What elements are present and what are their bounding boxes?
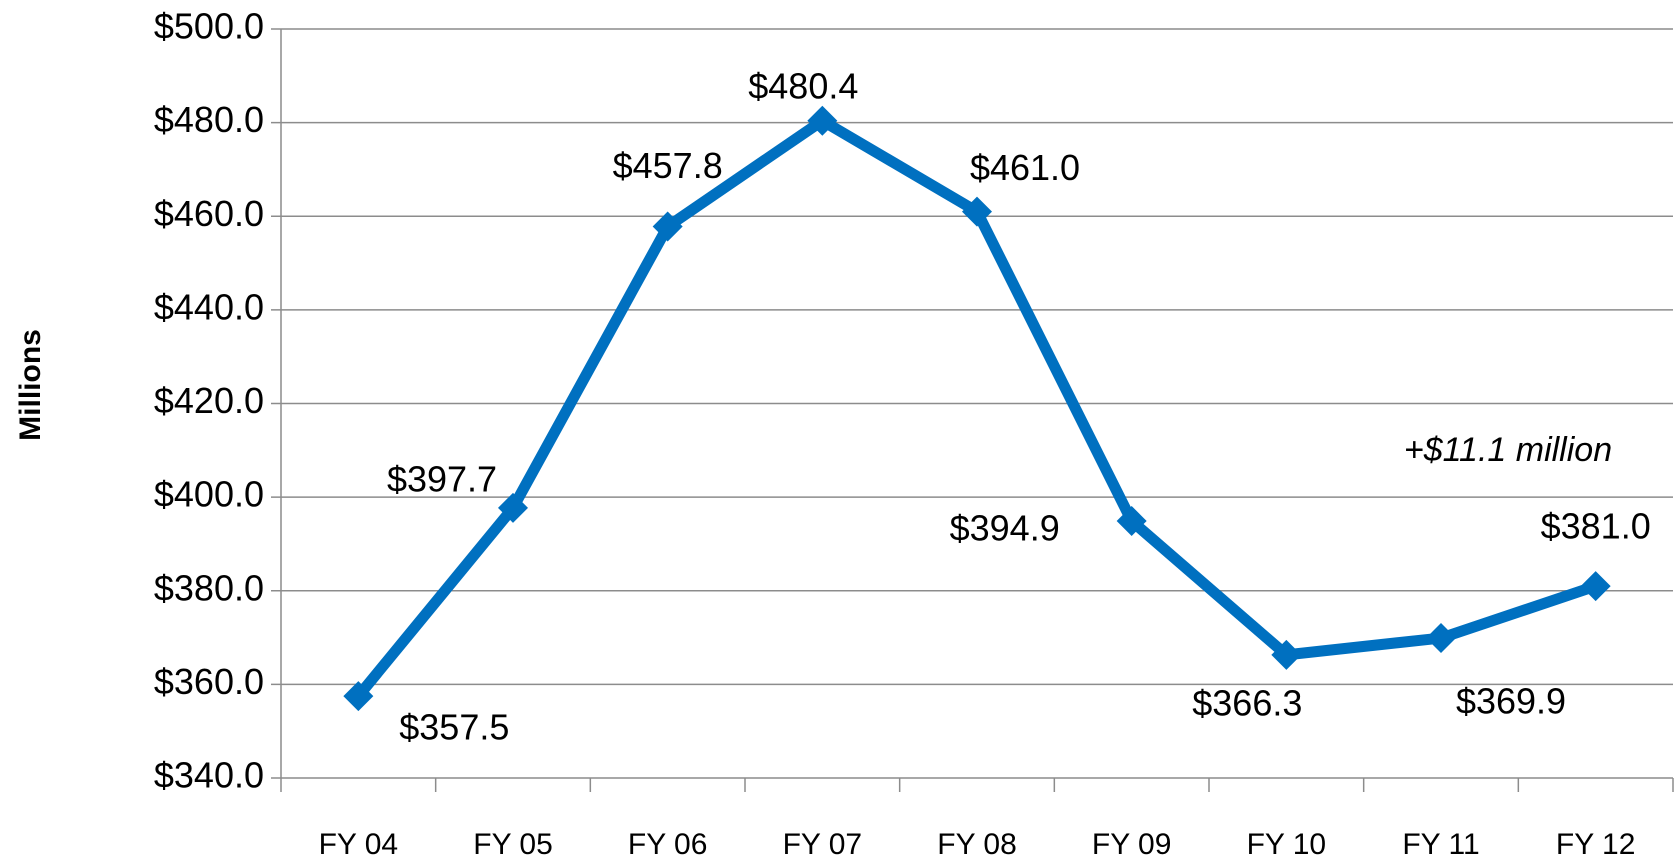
- data-label: $381.0: [1541, 506, 1651, 547]
- x-tick-label: FY 08: [937, 828, 1017, 861]
- marker: [343, 681, 374, 712]
- y-tick-label: $400.0: [154, 474, 264, 515]
- data-label: $357.5: [399, 707, 509, 748]
- x-tick-label: FY 10: [1247, 828, 1327, 861]
- x-tick-label: FY 05: [473, 828, 553, 861]
- marker: [498, 492, 528, 523]
- y-tick-label: $500.0: [154, 6, 264, 47]
- x-tick-label: FY 09: [1092, 828, 1172, 861]
- y-tick-label: $340.0: [154, 755, 264, 796]
- marker: [1116, 505, 1147, 536]
- annotation: +$11.1 million: [1404, 431, 1612, 469]
- y-axis-label: Millions: [14, 329, 47, 441]
- data-label: $369.9: [1456, 681, 1566, 722]
- x-tick-label: FY 12: [1556, 828, 1636, 861]
- data-label: $457.8: [613, 145, 723, 186]
- x-tick-label: FY 06: [628, 828, 708, 861]
- marker: [1580, 571, 1611, 602]
- y-tick-label: $360.0: [154, 661, 264, 702]
- y-tick-label: $480.0: [154, 99, 264, 140]
- marker: [652, 211, 683, 242]
- x-tick-label: FY 04: [319, 828, 399, 861]
- y-tick-label: $380.0: [154, 567, 264, 608]
- marker: [1426, 623, 1456, 654]
- marker: [807, 105, 838, 136]
- data-label: $394.9: [950, 508, 1060, 549]
- data-label: $480.4: [748, 65, 858, 106]
- x-tick-label: FY 11: [1402, 828, 1479, 861]
- data-label: $366.3: [1192, 682, 1302, 723]
- marker: [1271, 639, 1302, 670]
- y-tick-label: $460.0: [154, 193, 264, 234]
- data-label: $397.7: [387, 458, 497, 499]
- x-tick-label: FY 07: [783, 828, 863, 861]
- data-label: $461.0: [970, 147, 1080, 188]
- marker: [962, 196, 992, 227]
- y-tick-label: $420.0: [154, 380, 264, 421]
- y-tick-label: $440.0: [154, 286, 264, 327]
